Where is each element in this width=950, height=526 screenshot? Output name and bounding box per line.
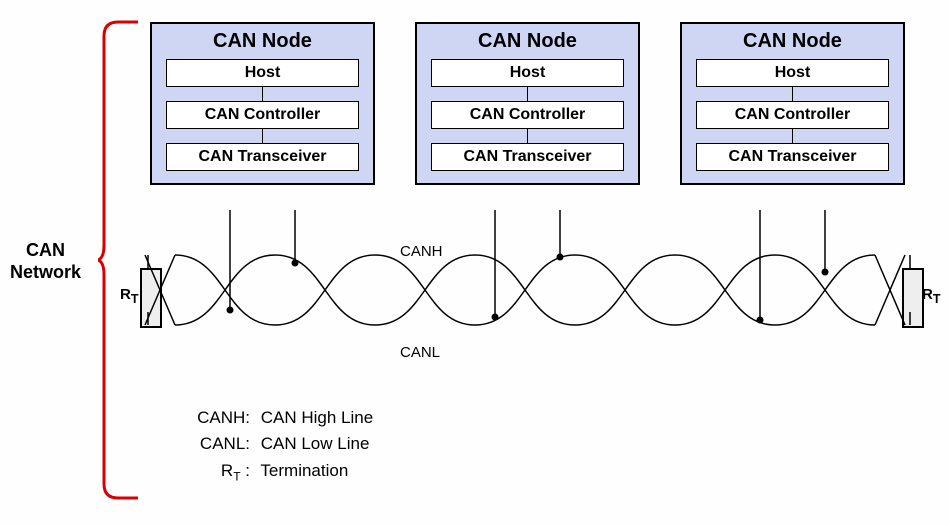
legend-rt-t: T: [233, 469, 240, 483]
controller-box: CAN Controller: [696, 101, 889, 129]
network-label-line2: Network: [10, 262, 81, 282]
transceiver-box: CAN Transceiver: [696, 143, 889, 171]
can-node: CAN Node Host CAN Controller CAN Transce…: [150, 22, 375, 185]
legend-key-rt: RT :: [170, 458, 256, 486]
nodes-row: CAN Node Host CAN Controller CAN Transce…: [150, 22, 905, 185]
rt-t: T: [933, 292, 941, 306]
connector-line: [692, 129, 893, 143]
legend: CANH: CAN High Line CANL: CAN Low Line R…: [170, 405, 373, 486]
connector-line: [427, 87, 628, 101]
network-label: CAN Network: [10, 240, 81, 283]
rt-r: R: [922, 286, 933, 303]
legend-row: CANH: CAN High Line: [170, 405, 373, 431]
node-title: CAN Node: [427, 30, 628, 53]
host-box: Host: [166, 59, 359, 87]
legend-val-rt: Termination: [260, 461, 348, 480]
legend-key-canl: CANL:: [170, 431, 256, 457]
legend-rt-r: R: [221, 461, 233, 480]
connector-line: [162, 87, 363, 101]
legend-rt-colon: :: [241, 461, 250, 480]
host-box: Host: [431, 59, 624, 87]
legend-val-canh: CAN High Line: [261, 408, 373, 427]
node-title: CAN Node: [692, 30, 893, 53]
legend-row: CANL: CAN Low Line: [170, 431, 373, 457]
transceiver-box: CAN Transceiver: [431, 143, 624, 171]
controller-box: CAN Controller: [166, 101, 359, 129]
can-node: CAN Node Host CAN Controller CAN Transce…: [415, 22, 640, 185]
legend-row: RT : Termination: [170, 458, 373, 486]
connector-line: [162, 129, 363, 143]
connector-line: [427, 129, 628, 143]
controller-box: CAN Controller: [431, 101, 624, 129]
node-title: CAN Node: [162, 30, 363, 53]
bus-twisted-pair: [130, 210, 920, 370]
transceiver-box: CAN Transceiver: [166, 143, 359, 171]
legend-val-canl: CAN Low Line: [261, 434, 370, 453]
legend-key-canh: CANH:: [170, 405, 256, 431]
host-box: Host: [696, 59, 889, 87]
connector-line: [692, 87, 893, 101]
network-label-line1: CAN: [26, 240, 65, 260]
rt-label-right: RT: [922, 286, 940, 306]
can-node: CAN Node Host CAN Controller CAN Transce…: [680, 22, 905, 185]
